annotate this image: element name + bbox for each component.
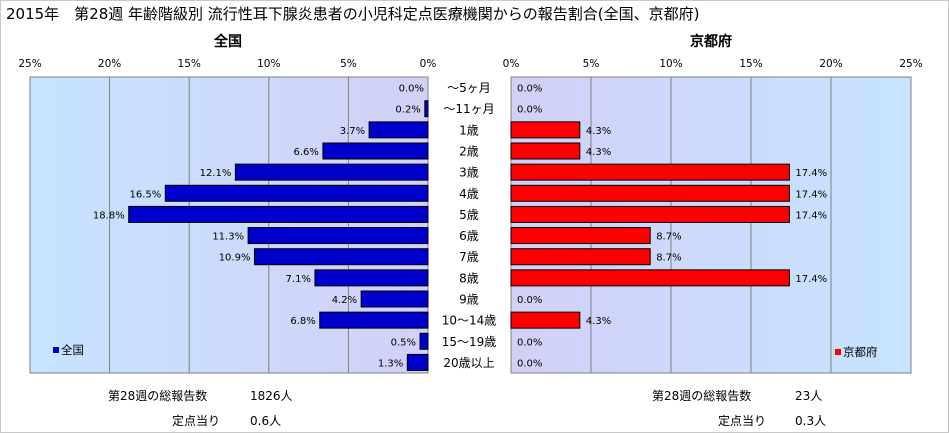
category-label: 10～14歳 — [442, 314, 497, 328]
right-x-tick-label: 10% — [659, 58, 682, 70]
left-panel-title: 全国 — [214, 34, 242, 50]
kyoto-bar — [510, 184, 790, 202]
national-data-label: 7.1% — [286, 274, 311, 285]
left-x-tick-label: 15% — [178, 58, 201, 70]
left-x-tick-label: 25% — [18, 58, 41, 70]
national-bar — [424, 100, 429, 118]
kyoto-data-label: 17.4% — [795, 274, 827, 285]
kyoto-data-label: 8.7% — [656, 232, 681, 243]
left-per-site-label: 定点当り — [172, 414, 221, 428]
kyoto-bar — [510, 248, 651, 266]
category-label: 4歳 — [459, 187, 479, 201]
category-label: ～11ヶ月 — [443, 102, 494, 116]
national-bar — [164, 184, 429, 202]
left-total-value: 1826人 — [250, 389, 293, 403]
category-label: 2歳 — [459, 145, 479, 159]
legend-kyoto-label: 京都府 — [843, 345, 878, 359]
kyoto-data-label: 8.7% — [656, 253, 681, 264]
category-label: 8歳 — [459, 271, 479, 285]
category-label: 5歳 — [459, 208, 479, 222]
category-label: 9歳 — [459, 293, 479, 307]
chart-title: 2015年 第28週 年齢階級別 流行性耳下腺炎患者の小児科定点医療機関からの報… — [6, 5, 700, 23]
national-data-label: 3.7% — [340, 126, 365, 137]
left-x-tick-label: 0% — [420, 58, 437, 70]
category-label: 7歳 — [459, 250, 479, 264]
national-bar — [314, 269, 429, 287]
kyoto-data-label: 17.4% — [795, 168, 827, 179]
legend-national-label: 全国 — [61, 343, 84, 357]
legend-national-swatch — [53, 347, 59, 353]
kyoto-bar — [510, 227, 651, 245]
right-x-tick-label: 15% — [739, 58, 762, 70]
category-label: 20歳以上 — [443, 356, 494, 370]
kyoto-data-label: 4.3% — [586, 147, 611, 158]
national-bar — [360, 290, 429, 308]
kyoto-data-label: 0.0% — [517, 105, 542, 116]
left-per-site-value: 0.6人 — [250, 414, 282, 428]
national-data-label: 0.0% — [399, 84, 424, 95]
category-label: 1歳 — [459, 123, 479, 137]
national-bar — [322, 142, 429, 160]
right-per-site-value: 0.3人 — [795, 414, 827, 428]
national-data-label: 11.3% — [212, 232, 244, 243]
kyoto-bar — [510, 269, 790, 287]
national-bar — [247, 227, 429, 245]
national-data-label: 4.2% — [332, 295, 357, 306]
kyoto-bar — [510, 142, 581, 160]
national-data-label: 12.1% — [200, 168, 232, 179]
national-bar — [368, 121, 429, 139]
national-bar — [234, 163, 429, 181]
right-panel-title: 京都府 — [690, 34, 732, 50]
national-bar — [406, 353, 429, 371]
left-x-tick-label: 5% — [340, 58, 357, 70]
national-data-label: 1.3% — [378, 358, 403, 369]
national-data-label: 18.8% — [93, 210, 125, 221]
category-label: 15～19歳 — [442, 335, 497, 349]
right-x-tick-label: 20% — [819, 58, 842, 70]
right-per-site-label: 定点当り — [718, 414, 767, 428]
right-x-tick-label: 25% — [899, 58, 922, 70]
category-label: 6歳 — [459, 229, 479, 243]
right-total-value: 23人 — [795, 389, 823, 403]
kyoto-data-label: 4.3% — [586, 316, 611, 327]
right-x-tick-label: 0% — [503, 58, 520, 70]
legend-kyoto: 京都府 — [835, 344, 878, 360]
left-x-tick-label: 20% — [98, 58, 121, 70]
national-data-label: 10.9% — [219, 253, 251, 264]
national-data-label: 6.8% — [290, 316, 315, 327]
national-data-label: 0.5% — [391, 337, 416, 348]
national-bar — [128, 205, 429, 223]
kyoto-data-label: 0.0% — [517, 84, 542, 95]
legend-kyoto-swatch — [835, 349, 841, 355]
kyoto-bar — [510, 205, 790, 223]
category-label: 3歳 — [459, 166, 479, 180]
left-x-tick-label: 10% — [257, 58, 280, 70]
kyoto-data-label: 0.0% — [517, 358, 542, 369]
kyoto-data-label: 17.4% — [795, 189, 827, 200]
national-data-label: 0.2% — [395, 105, 420, 116]
kyoto-bar — [510, 163, 790, 181]
kyoto-bar — [510, 311, 581, 329]
kyoto-data-label: 4.3% — [586, 126, 611, 137]
legend-national: 全国 — [53, 342, 84, 358]
national-bar — [419, 332, 429, 350]
national-data-label: 16.5% — [130, 189, 162, 200]
kyoto-data-label: 17.4% — [795, 210, 827, 221]
kyoto-data-label: 0.0% — [517, 337, 542, 348]
national-bar — [319, 311, 429, 329]
left-total-label: 第28週の総報告数 — [108, 389, 208, 403]
right-x-tick-label: 5% — [583, 58, 600, 70]
national-data-label: 6.6% — [294, 147, 319, 158]
kyoto-data-label: 0.0% — [517, 295, 542, 306]
right-total-label: 第28週の総報告数 — [652, 389, 752, 403]
category-label: ～5ヶ月 — [447, 81, 491, 95]
kyoto-bar — [510, 121, 581, 139]
national-bar — [253, 248, 429, 266]
